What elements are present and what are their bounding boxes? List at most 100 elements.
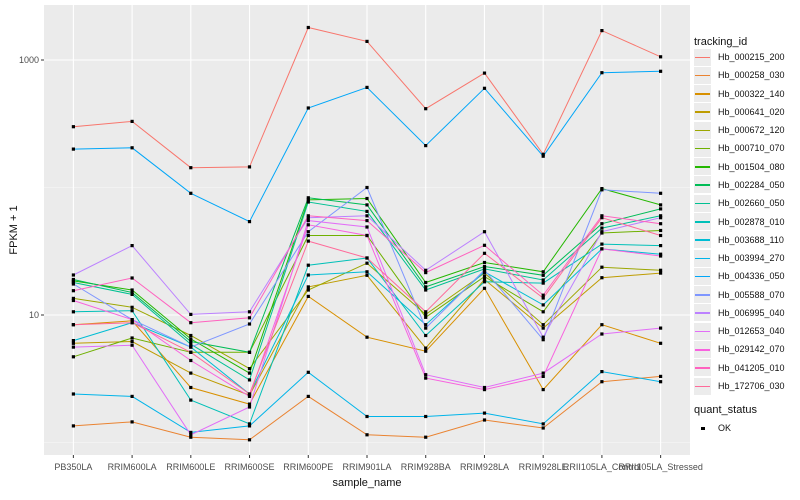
- legend-item: Hb_005588_070: [694, 286, 785, 304]
- data-point: [71, 289, 75, 293]
- data-point: [541, 422, 545, 426]
- data-point: [189, 321, 193, 325]
- quant-ok-point-icon: [701, 426, 705, 431]
- data-point: [306, 216, 310, 220]
- data-point: [130, 292, 134, 296]
- data-point: [130, 244, 134, 248]
- data-point: [247, 367, 252, 371]
- legend-key-line: [695, 147, 710, 150]
- legend-key-line: [695, 74, 710, 77]
- legend-key-swatch: [694, 213, 711, 231]
- data-point: [71, 298, 75, 303]
- data-point: [247, 310, 252, 314]
- legend-item: Hb_000215_200: [694, 48, 785, 66]
- legend-item-label: Hb_029142_070: [718, 344, 785, 355]
- data-point: [600, 29, 604, 33]
- data-point: [541, 335, 545, 339]
- data-point: [306, 214, 310, 218]
- data-point: [71, 147, 75, 151]
- data-point: [600, 265, 604, 269]
- legend-key-line: [695, 239, 710, 241]
- data-point: [71, 339, 75, 343]
- data-point: [71, 341, 75, 345]
- data-point: [482, 251, 487, 255]
- data-point: [659, 326, 663, 330]
- legend-item-label: Hb_001504_080: [718, 161, 785, 172]
- x-tick-label: RRII105LA_Control: [562, 462, 641, 472]
- data-point: [189, 337, 193, 341]
- legend-item: Hb_172706_030: [694, 377, 785, 395]
- legend-key-line: [695, 129, 710, 132]
- data-point: [247, 392, 252, 396]
- data-point: [659, 228, 663, 233]
- data-point: [482, 270, 487, 274]
- data-point: [600, 247, 604, 251]
- data-point: [365, 225, 369, 229]
- legend-item-label: Hb_003994_270: [718, 253, 785, 264]
- data-point: [482, 275, 487, 279]
- data-point: [247, 438, 252, 442]
- data-point: [424, 144, 428, 148]
- data-point: [71, 392, 75, 396]
- data-point: [482, 418, 487, 422]
- data-point: [659, 380, 663, 384]
- data-point: [541, 281, 545, 285]
- legend-key-line: [695, 275, 710, 278]
- data-point: [189, 339, 193, 344]
- data-point: [189, 398, 193, 402]
- legend-key-line: [695, 330, 710, 333]
- y-tick-label: 1000: [18, 55, 39, 65]
- data-point: [189, 358, 193, 363]
- legend-key-line: [695, 385, 710, 388]
- data-point: [659, 214, 663, 218]
- data-point: [600, 323, 604, 327]
- data-point: [247, 394, 252, 398]
- data-point: [541, 426, 545, 430]
- data-point: [482, 286, 487, 290]
- x-tick-label: RRIM600LA: [107, 462, 157, 472]
- legend-key-swatch: [694, 304, 711, 322]
- data-point: [424, 285, 428, 289]
- data-point: [71, 424, 75, 428]
- data-point: [189, 433, 193, 437]
- data-point: [424, 333, 428, 338]
- data-point: [306, 106, 310, 110]
- data-point: [541, 154, 545, 158]
- data-point: [659, 341, 663, 345]
- legend-item: Hb_003688_110: [694, 231, 784, 249]
- data-point: [424, 315, 428, 319]
- data-point: [306, 223, 310, 227]
- data-point: [189, 350, 193, 354]
- legend-key-line: [695, 184, 710, 187]
- legend-item: Hb_003994_270: [694, 249, 785, 267]
- data-point: [482, 243, 487, 247]
- data-point: [306, 370, 310, 374]
- data-point: [247, 378, 252, 382]
- data-point: [600, 276, 604, 280]
- legend-key-swatch: [694, 322, 711, 340]
- y-axis-title: FPKM + 1: [8, 205, 20, 255]
- data-point: [482, 388, 487, 392]
- legend-item: Hb_004336_050: [694, 267, 785, 285]
- data-point: [424, 288, 428, 292]
- legend-item-label: Hb_172706_030: [718, 381, 785, 392]
- legend-key-line: [695, 367, 710, 369]
- legend-item: Hb_002878_010: [694, 213, 785, 231]
- x-tick-label: RRIM600LE: [166, 462, 216, 472]
- data-point: [247, 350, 252, 354]
- legend-item-label: Hb_041205_010: [718, 362, 785, 373]
- legend-item: Hb_012653_040: [694, 322, 785, 340]
- data-point: [189, 312, 193, 316]
- data-point: [424, 268, 428, 272]
- data-point: [71, 355, 75, 359]
- legend-key-swatch: [694, 66, 711, 84]
- data-point: [306, 233, 310, 238]
- legend-key-line: [695, 294, 710, 296]
- legend-key-swatch: [694, 85, 711, 103]
- data-point: [600, 370, 604, 374]
- data-point: [365, 85, 369, 89]
- legend-item-label: Hb_000672_120: [718, 125, 785, 136]
- data-point: [306, 200, 310, 204]
